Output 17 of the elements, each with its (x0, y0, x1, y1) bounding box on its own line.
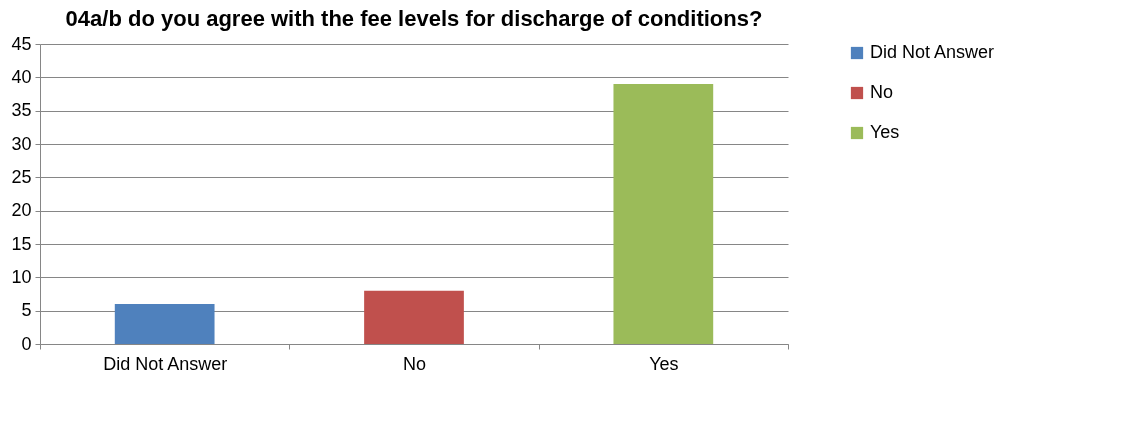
legend-label: Did Not Answer (870, 42, 995, 62)
legend-label: Yes (870, 122, 900, 142)
x-tick-label: Did Not Answer (103, 353, 228, 374)
y-tick-label: 15 (11, 233, 32, 254)
y-tick-label: 20 (11, 200, 32, 221)
x-tick-label: Yes (649, 353, 679, 374)
y-tick-label: 5 (21, 300, 32, 321)
y-tick-label: 35 (11, 100, 32, 121)
y-tick-label: 30 (11, 133, 32, 154)
y-tick-label: 25 (11, 166, 32, 187)
chart-title: 04a/b do you agree with the fee levels for discharge of conditions? (65, 6, 763, 31)
y-tick-label: 45 (11, 33, 32, 54)
y-tick-label: 40 (11, 66, 32, 87)
x-tick-label: No (402, 353, 427, 374)
y-tick-label: 0 (21, 333, 32, 354)
legend-label: No (870, 82, 894, 102)
y-tick-label: 10 (11, 266, 32, 287)
